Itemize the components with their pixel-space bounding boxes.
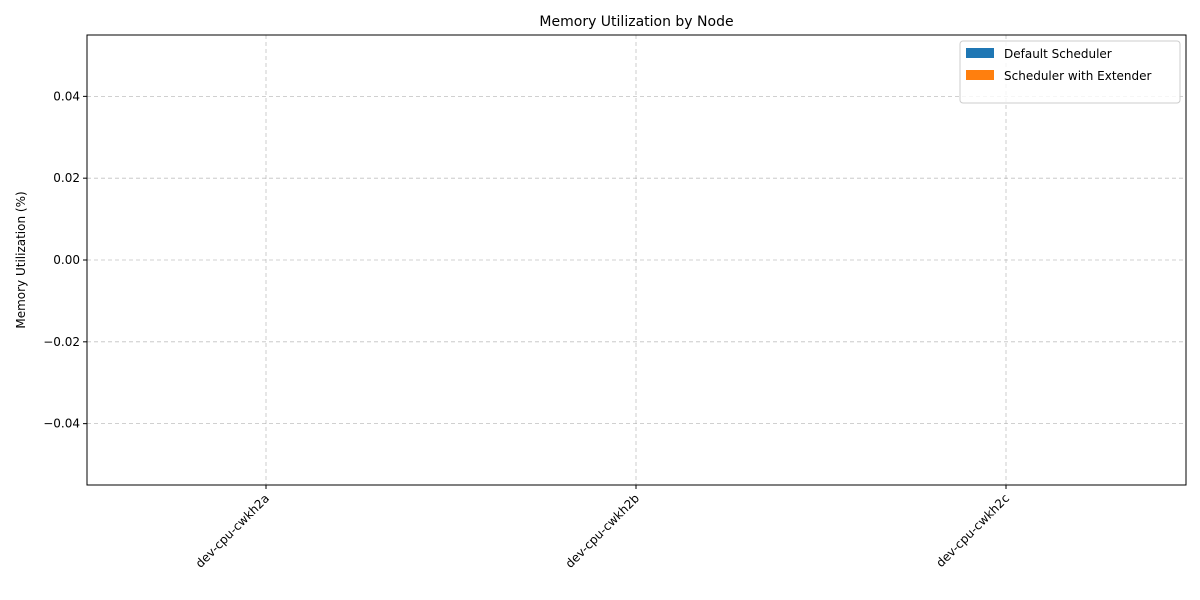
grid-layer	[87, 35, 1186, 485]
legend-label: Default Scheduler	[1004, 47, 1112, 61]
y-tick-label: 0.04	[53, 89, 80, 103]
chart-title: Memory Utilization by Node	[539, 14, 733, 30]
y-tick-label: 0.02	[53, 171, 80, 185]
legend: Default Scheduler Scheduler with Extender	[959, 40, 1181, 104]
legend-swatch	[966, 48, 994, 58]
y-axis: −0.04 −0.02 0.00 0.02 0.04	[43, 89, 87, 431]
legend-box	[959, 40, 1181, 104]
y-tick-label: −0.02	[43, 335, 80, 349]
y-axis-label: Memory Utilization (%)	[14, 191, 28, 328]
legend-swatch	[966, 70, 994, 80]
legend-label: Scheduler with Extender	[1004, 69, 1152, 83]
y-tick-label: −0.04	[43, 417, 80, 431]
y-tick-label: 0.00	[53, 253, 80, 267]
